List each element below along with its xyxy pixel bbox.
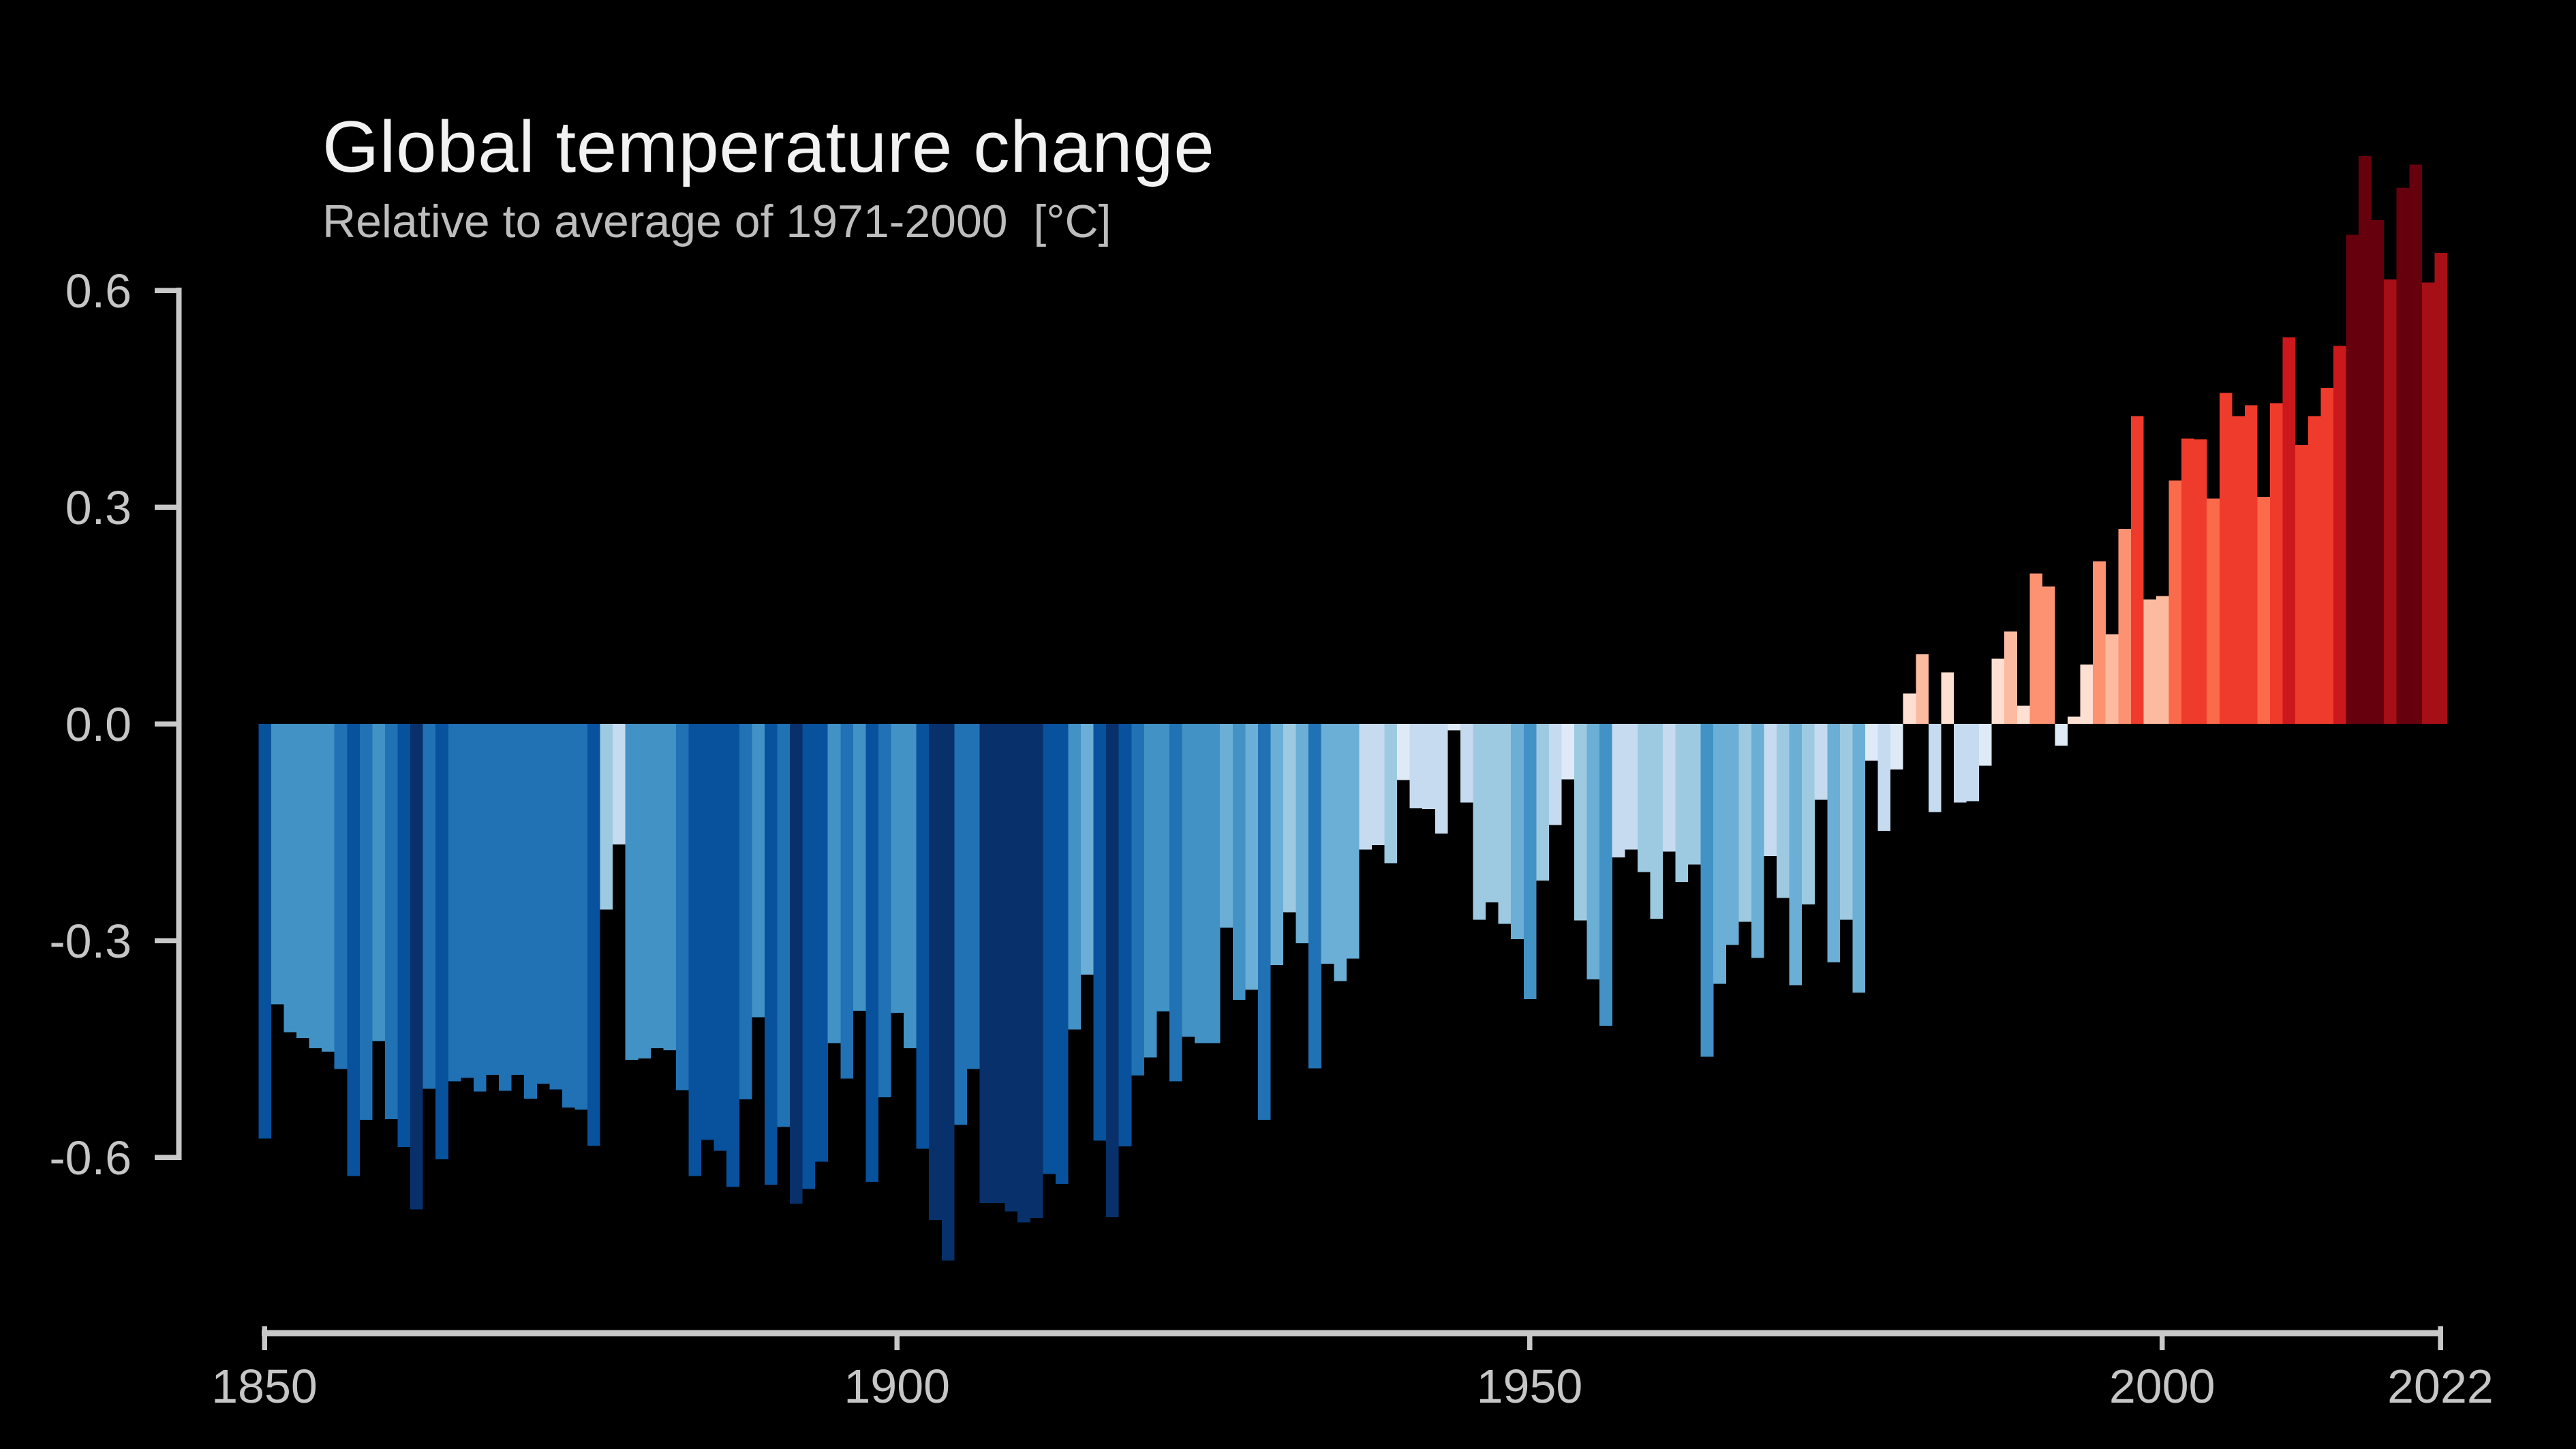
svg-text:0.0: 0.0: [65, 698, 132, 751]
svg-text:0.3: 0.3: [65, 481, 132, 534]
svg-text:Global temperature change: Global temperature change: [322, 106, 1214, 187]
svg-text:2000: 2000: [2109, 1360, 2215, 1413]
svg-text:Relative to average of 1971-20: Relative to average of 1971-2000 [°C]: [322, 196, 1111, 247]
svg-text:1850: 1850: [211, 1360, 318, 1413]
svg-text:1950: 1950: [1477, 1360, 1583, 1413]
svg-text:0.6: 0.6: [65, 264, 132, 318]
svg-text:1900: 1900: [844, 1360, 950, 1413]
svg-text:-0.3: -0.3: [49, 915, 132, 968]
svg-text:2022: 2022: [2387, 1360, 2494, 1413]
svg-text:-0.6: -0.6: [49, 1131, 132, 1185]
